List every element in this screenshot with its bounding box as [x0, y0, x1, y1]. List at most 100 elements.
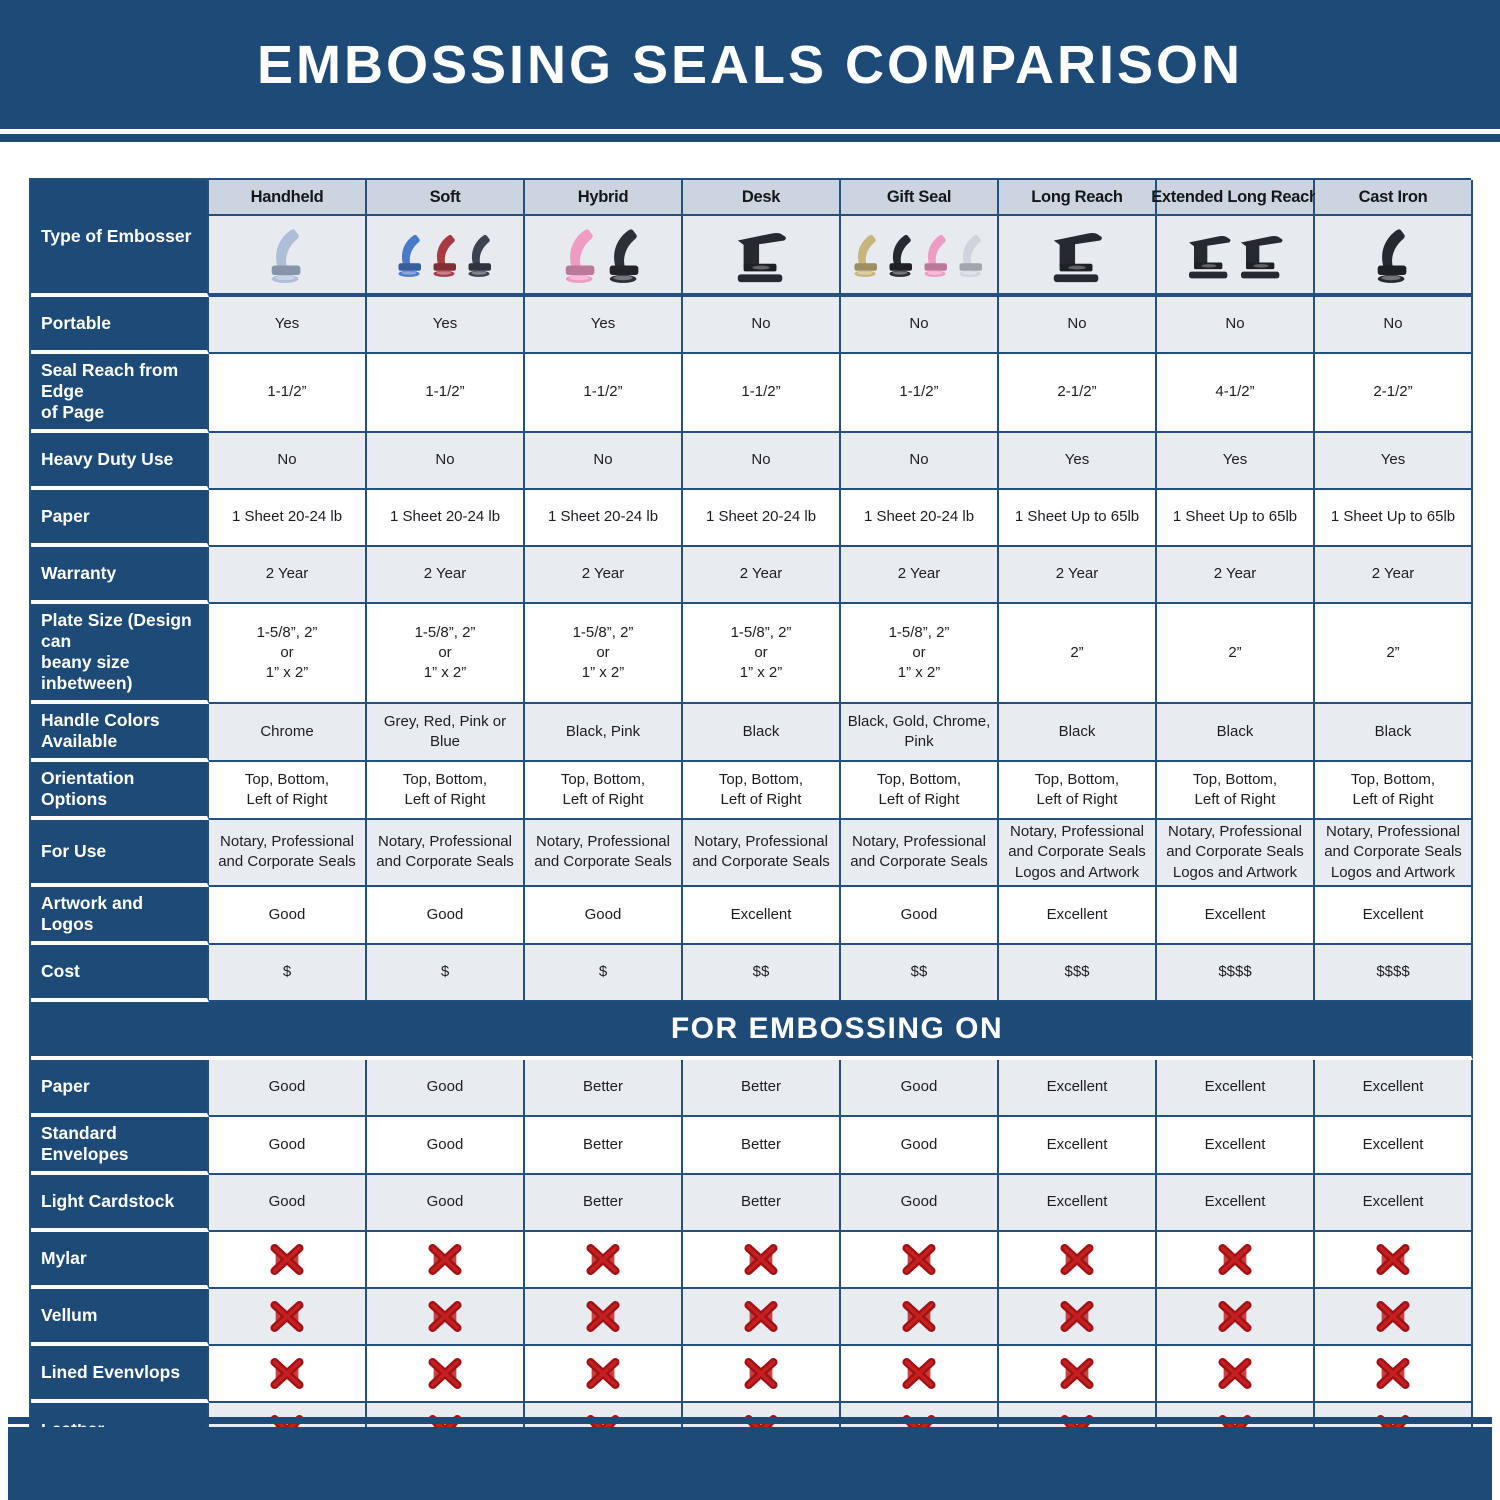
handheld-cost-value: $: [209, 944, 367, 1002]
long-reach-mylar-value: [999, 1231, 1157, 1289]
long-reach-warranty-value: 2 Year: [999, 547, 1157, 604]
soft-embosser-image: [429, 228, 462, 282]
column-header-hybrid: Hybrid: [525, 180, 683, 216]
hybrid-embosser-image-cell: [525, 216, 683, 297]
handheld-portable-value: Yes: [209, 297, 367, 354]
cast-iron-paper-value: 1 Sheet Up to 65lb: [1315, 490, 1473, 547]
row-label-handle-colors-available: Handle Colors Available: [31, 704, 209, 762]
extended-long-reach-cost-value: $$$$: [1157, 944, 1315, 1002]
long-reach-artwork-and-logos-value: Excellent: [999, 886, 1157, 945]
column-header-desk: Desk: [683, 180, 841, 216]
handheld-handle-colors-available-value: Chrome: [209, 704, 367, 762]
column-header-cast-iron: Cast Iron: [1315, 180, 1473, 216]
soft-paper-value: Good: [367, 1059, 525, 1117]
extended-long-reach-heavy-duty-use-value: Yes: [1157, 433, 1315, 490]
long-reach-lined-evenvlops-value: [999, 1345, 1157, 1403]
gift-seal-paper-value: 1 Sheet 20-24 lb: [841, 490, 999, 547]
desk-heavy-duty-use-value: No: [683, 433, 841, 490]
row-label-orientation-options: Orientation Options: [31, 762, 209, 820]
not-suitable-x-icon: [269, 1358, 305, 1389]
not-suitable-x-icon: [585, 1358, 621, 1389]
extended-long-reach-artwork-and-logos-value: Excellent: [1157, 886, 1315, 945]
desk-embosser-image: [732, 225, 790, 285]
cast-iron-embosser-image-cell: [1315, 216, 1473, 297]
hybrid-for-use-value: Notary, Professional and Corporate Seals: [525, 820, 683, 887]
hybrid-plate-size-design-can-beany-size-inbetween-value: 1-5/8”, 2” or 1” x 2”: [525, 604, 683, 704]
hybrid-light-cardstock-value: Better: [525, 1174, 683, 1232]
hybrid-handle-colors-available-value: Black, Pink: [525, 704, 683, 762]
desk-paper-value: Better: [683, 1059, 841, 1117]
footer: [0, 1417, 1500, 1500]
handheld-mylar-value: [209, 1231, 367, 1289]
not-suitable-x-icon: [901, 1244, 937, 1275]
gift-seal-for-use-value: Notary, Professional and Corporate Seals: [841, 820, 999, 887]
soft-vellum-value: [367, 1288, 525, 1346]
handheld-plate-size-design-can-beany-size-inbetween-value: 1-5/8”, 2” or 1” x 2”: [209, 604, 367, 704]
not-suitable-x-icon: [1217, 1301, 1253, 1332]
handheld-heavy-duty-use-value: No: [209, 433, 367, 490]
row-label-vellum: Vellum: [31, 1288, 209, 1346]
not-suitable-x-icon: [427, 1301, 463, 1332]
long-reach-cost-value: $$$: [999, 944, 1157, 1002]
not-suitable-x-icon: [743, 1358, 779, 1389]
gift-seal-mylar-value: [841, 1231, 999, 1289]
row-label-mylar: Mylar: [31, 1231, 209, 1289]
cast-iron-standard-envelopes-value: Excellent: [1315, 1116, 1473, 1175]
desk-portable-value: No: [683, 297, 841, 354]
long-reach-plate-size-design-can-beany-size-inbetween-value: 2”: [999, 604, 1157, 704]
hybrid-vellum-value: [525, 1288, 683, 1346]
row-label-artwork-and-logos: Artwork and Logos: [31, 886, 209, 945]
extended-long-reach-seal-reach-from-edge-of-page-value: 4-1/2”: [1157, 354, 1315, 433]
cast-iron-plate-size-design-can-beany-size-inbetween-value: 2”: [1315, 604, 1473, 704]
column-header-soft: Soft: [367, 180, 525, 216]
extended-long-reach-plate-size-design-can-beany-size-inbetween-value: 2”: [1157, 604, 1315, 704]
handheld-for-use-value: Notary, Professional and Corporate Seals: [209, 820, 367, 887]
cast-iron-for-use-value: Notary, Professional and Corporate Seals…: [1315, 820, 1473, 887]
desk-standard-envelopes-value: Better: [683, 1116, 841, 1175]
cast-iron-cost-value: $$$$: [1315, 944, 1473, 1002]
hybrid-standard-envelopes-value: Better: [525, 1116, 683, 1175]
extended-long-reach-paper-value: 1 Sheet Up to 65lb: [1157, 490, 1315, 547]
long-reach-paper-value: 1 Sheet Up to 65lb: [999, 490, 1157, 547]
long-reach-embosser-image: [1048, 225, 1106, 285]
long-reach-paper-value: Excellent: [999, 1059, 1157, 1117]
gift-seal-warranty-value: 2 Year: [841, 547, 999, 604]
handheld-embosser-image: [266, 224, 308, 286]
soft-plate-size-design-can-beany-size-inbetween-value: 1-5/8”, 2” or 1” x 2”: [367, 604, 525, 704]
desk-paper-value: 1 Sheet 20-24 lb: [683, 490, 841, 547]
cast-iron-seal-reach-from-edge-of-page-value: 2-1/2”: [1315, 354, 1473, 433]
long-reach-standard-envelopes-value: Excellent: [999, 1116, 1157, 1175]
gift-seal-handle-colors-available-value: Black, Gold, Chrome, Pink: [841, 704, 999, 762]
not-suitable-x-icon: [901, 1358, 937, 1389]
handheld-standard-envelopes-value: Good: [209, 1116, 367, 1175]
long-reach-embosser-image-cell: [999, 216, 1157, 297]
column-header-long-reach: Long Reach: [999, 180, 1157, 216]
cast-iron-orientation-options-value: Top, Bottom, Left of Right: [1315, 762, 1473, 820]
row-label-paper: Paper: [31, 490, 209, 547]
soft-for-use-value: Notary, Professional and Corporate Seals: [367, 820, 525, 887]
gift-seal-portable-value: No: [841, 297, 999, 354]
handheld-paper-value: Good: [209, 1059, 367, 1117]
gift-seal-embosser-image: [850, 228, 883, 282]
desk-lined-evenvlops-value: [683, 1345, 841, 1403]
soft-light-cardstock-value: Good: [367, 1174, 525, 1232]
cast-iron-light-cardstock-value: Excellent: [1315, 1174, 1473, 1232]
not-suitable-x-icon: [1217, 1358, 1253, 1389]
not-suitable-x-icon: [1375, 1358, 1411, 1389]
header-divider: [0, 134, 1500, 142]
handheld-embosser-image-cell: [209, 216, 367, 297]
desk-vellum-value: [683, 1288, 841, 1346]
column-header-gift-seal: Gift Seal: [841, 180, 999, 216]
soft-portable-value: Yes: [367, 297, 525, 354]
cast-iron-vellum-value: [1315, 1288, 1473, 1346]
handheld-orientation-options-value: Top, Bottom, Left of Right: [209, 762, 367, 820]
cast-iron-heavy-duty-use-value: Yes: [1315, 433, 1473, 490]
long-reach-seal-reach-from-edge-of-page-value: 2-1/2”: [999, 354, 1157, 433]
row-label-portable: Portable: [31, 297, 209, 354]
desk-seal-reach-from-edge-of-page-value: 1-1/2”: [683, 354, 841, 433]
not-suitable-x-icon: [1059, 1301, 1095, 1332]
gift-seal-cost-value: $$: [841, 944, 999, 1002]
handheld-warranty-value: 2 Year: [209, 547, 367, 604]
extended-long-reach-standard-envelopes-value: Excellent: [1157, 1116, 1315, 1175]
long-reach-heavy-duty-use-value: Yes: [999, 433, 1157, 490]
